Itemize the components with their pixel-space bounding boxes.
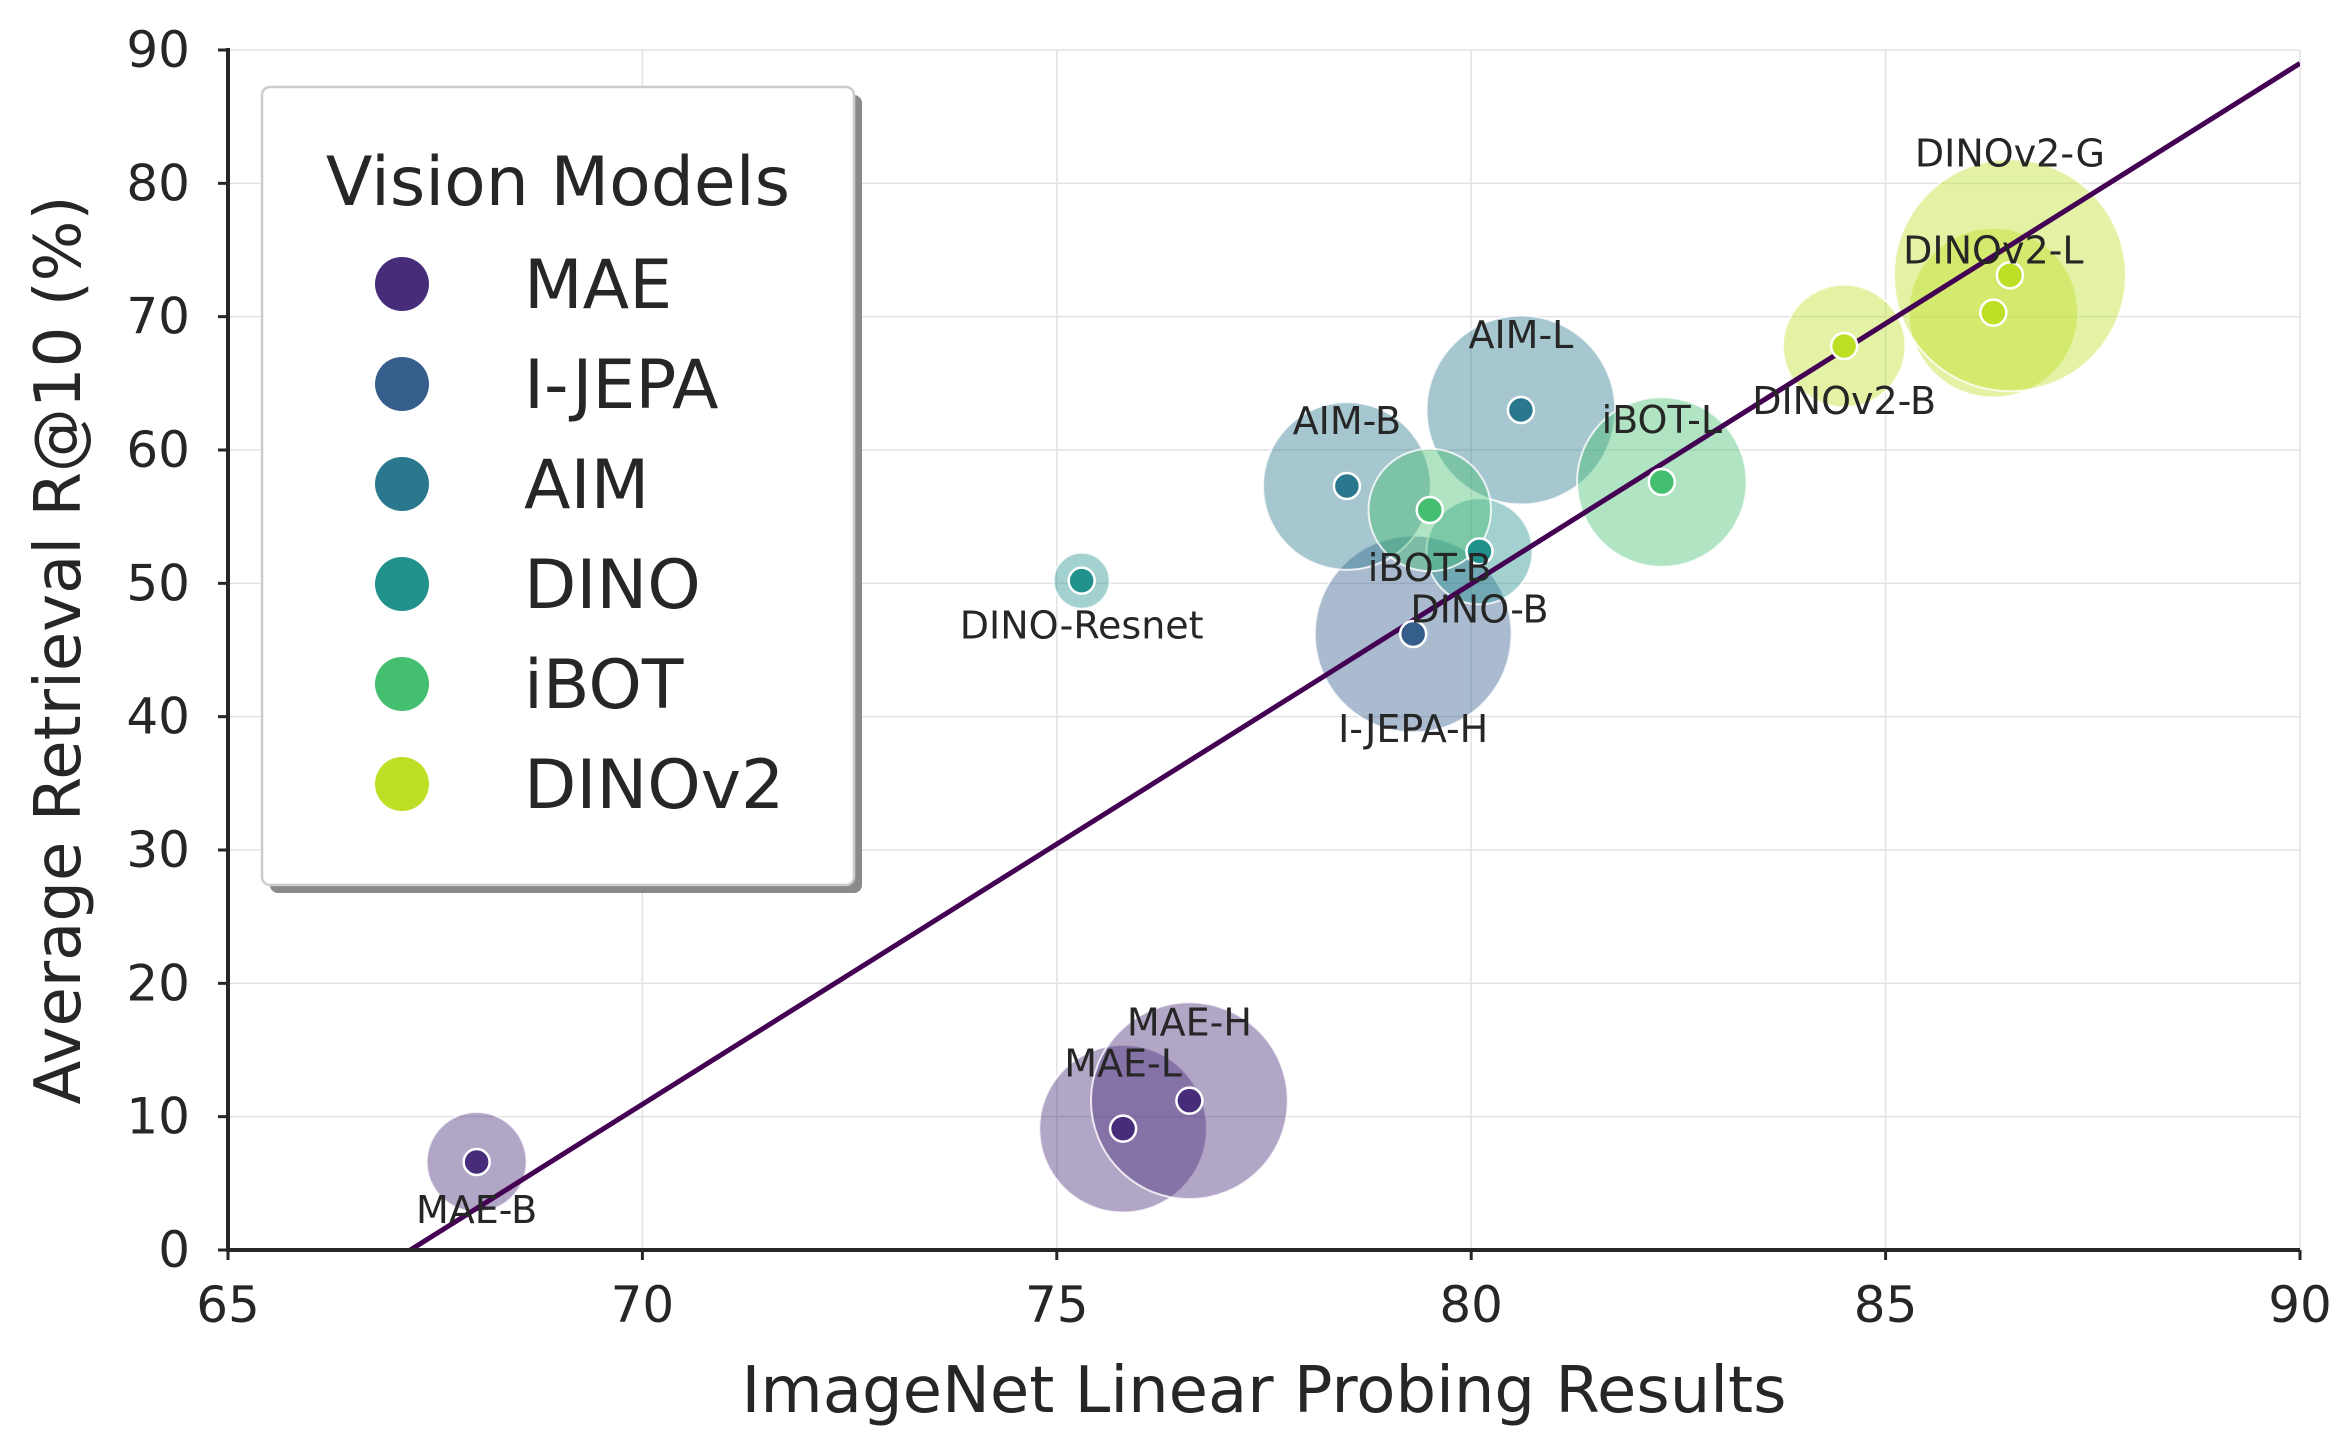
x-tick-label: 90 [2268, 1276, 2332, 1334]
point-mae-b [462, 1147, 491, 1177]
point-label-mae-b: MAE-B [416, 1188, 537, 1232]
legend-marker-dino [375, 557, 429, 611]
point-dino-b [1465, 537, 1494, 566]
point-label-dinov2-l: DINOv2-L [1903, 229, 2083, 273]
point-i-jepa-h [1398, 619, 1428, 649]
point-label-ibot-b: iBOT-B [1368, 546, 1492, 590]
legend-label-mae: MAE [524, 246, 672, 325]
legend-marker-aim [375, 457, 429, 511]
legend-label-dinov2: DINOv2 [524, 746, 784, 825]
point-label-ibot-l: iBOT-L [1602, 398, 1722, 442]
point-ibot-l [1647, 467, 1677, 497]
x-tick-label: 80 [1439, 1276, 1503, 1334]
point-aim-l [1506, 395, 1536, 425]
axes: 65 70 75 80 85 90 0 10 20 30 40 50 60 70 80 90 ImageNet … [22, 21, 2332, 1428]
point-label-dinov2-b: DINOv2-B [1752, 379, 1936, 423]
point-label-dino-resnet: DINO-Resnet [960, 604, 1204, 648]
legend: Vision Models MAE I-JEPA AIM DINO iBOT DINOv2 [260, 85, 862, 893]
trend-line [409, 61, 2300, 1250]
legend-label-i-jepa: I-JEPA [524, 346, 719, 425]
point-label-aim-l: AIM-L [1468, 313, 1573, 357]
point-label-mae-l: MAE-L [1064, 1042, 1182, 1086]
x-tick-label: 70 [611, 1276, 675, 1334]
point-aim-b [1332, 471, 1362, 501]
y-tick-label: 30 [126, 821, 190, 879]
y-tick-label: 0 [158, 1221, 190, 1279]
y-tick-label: 10 [126, 1088, 190, 1146]
y-tick-label: 50 [126, 554, 190, 612]
fit-line-layer [409, 61, 2300, 1250]
y-tick-label: 40 [126, 688, 190, 746]
y-tick-label: 20 [126, 954, 190, 1012]
point-mae-l [1108, 1114, 1138, 1143]
point-ibot-b [1415, 495, 1445, 525]
x-tick-label: 75 [1025, 1276, 1089, 1334]
legend-label-ibot: iBOT [524, 646, 684, 725]
x-tick-label: 85 [1854, 1276, 1918, 1334]
y-tick-label: 60 [126, 421, 190, 479]
point-label-aim-b: AIM-B [1293, 399, 1401, 443]
legend-label-dino: DINO [524, 546, 701, 625]
legend-marker-dinov2 [375, 757, 429, 811]
legend-marker-i-jepa [375, 357, 429, 411]
point-label-dinov2-g: DINOv2-G [1915, 131, 2105, 175]
legend-marker-ibot [375, 657, 429, 711]
point-label-i-jepa-h: I-JEPA-H [1338, 707, 1488, 751]
y-tick-label: 90 [126, 21, 190, 79]
point-label-mae-h: MAE-H [1127, 1001, 1252, 1045]
y-tick-label: 70 [126, 288, 190, 346]
legend-title: Vision Models [326, 143, 790, 222]
marker-layer [462, 261, 2025, 1177]
legend-label-aim: AIM [524, 446, 649, 525]
point-dinov2-b [1829, 331, 1859, 361]
point-dinov2-l [1979, 298, 2008, 327]
y-axis-title: Average Retrieval R@10 (%) [22, 196, 96, 1105]
point-mae-h [1175, 1086, 1204, 1115]
legend-marker-mae [375, 257, 429, 311]
x-axis-title: ImageNet Linear Probing Results [742, 1354, 1787, 1428]
point-label-dino-b: DINO-B [1410, 587, 1548, 631]
x-tick-label: 65 [196, 1276, 260, 1334]
point-dino-resnet [1067, 566, 1096, 595]
y-tick-label: 80 [126, 154, 190, 212]
point-dinov2-g [1995, 261, 2025, 290]
